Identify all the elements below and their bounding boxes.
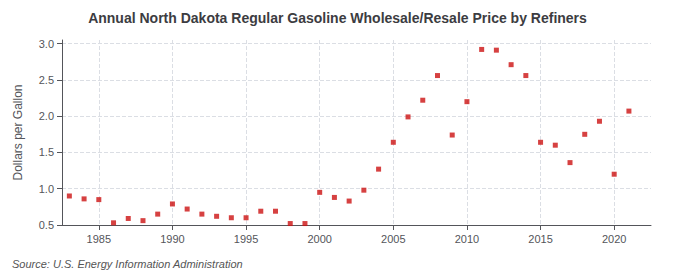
svg-text:2020: 2020: [602, 233, 626, 245]
svg-text:0.5: 0.5: [39, 219, 54, 231]
svg-text:1985: 1985: [87, 233, 111, 245]
svg-text:2010: 2010: [455, 233, 479, 245]
svg-text:Source: U.S. Energy Informatio: Source: U.S. Energy Information Administ…: [12, 258, 243, 270]
svg-text:2.0: 2.0: [39, 110, 54, 122]
svg-text:1995: 1995: [234, 233, 258, 245]
svg-text:1.5: 1.5: [39, 146, 54, 158]
svg-text:2005: 2005: [381, 233, 405, 245]
svg-text:2015: 2015: [528, 233, 552, 245]
svg-text:1990: 1990: [160, 233, 184, 245]
svg-text:3.0: 3.0: [39, 38, 54, 50]
svg-text:2.5: 2.5: [39, 74, 54, 86]
svg-text:2000: 2000: [307, 233, 331, 245]
svg-text:1.0: 1.0: [39, 183, 54, 195]
svg-text:Annual North Dakota Regular Ga: Annual North Dakota Regular Gasoline Who…: [88, 10, 587, 26]
svg-text:Dollars per Gallon: Dollars per Gallon: [11, 84, 25, 180]
